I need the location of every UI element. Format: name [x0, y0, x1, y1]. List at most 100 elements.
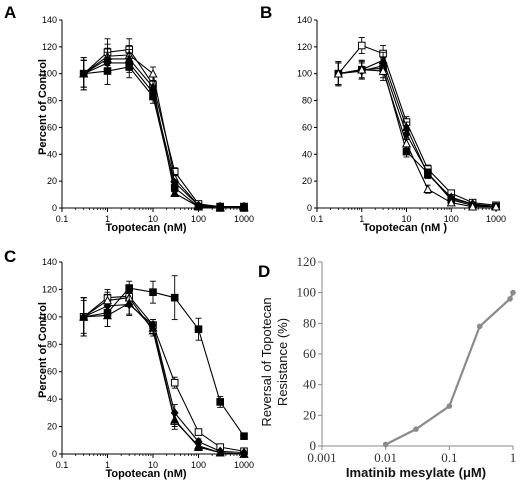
panel-b-x-tick-label: 100 — [444, 214, 459, 224]
panel-c-series-0-line — [83, 287, 245, 437]
panel-b-data-point — [378, 66, 388, 75]
panel-c-x-tick-label: 1 — [105, 460, 110, 470]
panel-b-series-3-line — [338, 67, 497, 208]
panel-c-y-tick-label: 20 — [47, 422, 57, 432]
panel-b-y-tick-label: 40 — [302, 149, 312, 159]
panel-d-y-tick-label: 40 — [303, 377, 316, 392]
panel-b-series-4-line — [338, 69, 496, 208]
panel-c-x-tick-label: 0.1 — [56, 460, 69, 470]
panel-a: A 0 20 40 60 80 100 120 140 0.1 1 10 100 1000 Topote… — [4, 3, 254, 234]
panel-d-x-label: Imatinib mesylate (μM) — [346, 465, 486, 480]
panel-c-series-4-line — [83, 302, 245, 455]
panel-b-series-2-line — [338, 65, 497, 208]
panel-d-data-point — [510, 289, 516, 296]
panel-d-x-tick-label: 0.01 — [374, 450, 397, 465]
panel-c-data-point — [239, 449, 249, 458]
panel-a-x-tick-label: 10 — [148, 214, 158, 224]
panel-c: C 0 20 40 60 80 100 120 140 0.1 1 10 100 1000 Topote… — [4, 247, 254, 480]
panel-d-x-tick-label: 0.1 — [441, 450, 457, 465]
panel-c-data-point — [79, 311, 89, 321]
panel-b-data-point — [446, 197, 456, 207]
panel-b-data-point — [491, 201, 501, 211]
panel-d-data-point — [413, 426, 419, 432]
panel-c-data-point — [149, 288, 157, 296]
panel-b-x-tick-label: 10 — [401, 214, 411, 224]
panel-b-y-tick-label: 80 — [302, 96, 312, 106]
panel-b-data-point — [333, 68, 343, 78]
panel-b-data-point — [357, 41, 366, 50]
panel-b-x-tick-label: 0.1 — [311, 214, 324, 224]
panel-c-data-point — [215, 447, 225, 457]
panel-letter-b: B — [260, 3, 272, 22]
panel-a-y-tick-label: 60 — [47, 122, 57, 132]
panel-b-data-point — [468, 201, 478, 211]
panel-a-y-tick-label: 20 — [47, 176, 57, 186]
panel-b-data-point — [424, 169, 432, 177]
panel-a-data-point — [79, 69, 88, 78]
panel-a-y-tick-label: 120 — [42, 42, 57, 52]
panel-d-data-point — [476, 323, 483, 330]
panel-d-data-point — [382, 441, 389, 448]
panel-c-data-point — [124, 298, 134, 307]
panel-c-y-tick-label: 0 — [52, 449, 57, 459]
panel-a-x-label: Topotecan (nM) — [105, 222, 186, 234]
panel-a-y-tick-label: 140 — [42, 15, 57, 25]
panel-d: D 0 20 40 60 80 100 120 0.001 0.01 0.1 1 Imatinib … — [258, 254, 516, 480]
panel-b-y-tick-label: 60 — [302, 122, 312, 132]
panel-d-y-tick-label: 0 — [310, 438, 317, 453]
panel-a-y-tick-label: 40 — [47, 149, 57, 159]
panel-c-y-tick-label: 40 — [47, 394, 57, 404]
panel-c-y-tick-label: 100 — [42, 312, 57, 322]
panel-c-x-label: Topotecan (nM) — [105, 468, 186, 480]
panel-a-data-point — [170, 188, 180, 198]
panel-a-x-tick-label: 0.1 — [56, 214, 69, 224]
panel-d-x-tick-label: 0.001 — [307, 450, 336, 465]
panel-c-data-point — [240, 432, 248, 440]
panel-b-data-point — [423, 184, 433, 193]
panel-b-data-point — [357, 64, 367, 74]
panel-b-x-label: Topotecan (nM ) — [363, 222, 447, 234]
panel-a-data-point — [240, 202, 248, 211]
panel-c-data-point — [194, 325, 203, 333]
panel-b-x-tick-label: 1000 — [486, 214, 506, 224]
panel-d-y-tick-label: 100 — [297, 285, 317, 300]
panel-a-y-tick-label: 80 — [47, 96, 57, 106]
panel-d-y-tick-label: 80 — [303, 315, 316, 330]
panel-b-data-point — [401, 138, 412, 148]
panel-c-data-point — [102, 295, 113, 305]
panel-a-data-point — [149, 92, 157, 101]
panel-b-y-tick-label: 20 — [302, 176, 312, 186]
panel-c-data-point — [216, 398, 225, 406]
panel-a-data-point — [148, 68, 158, 78]
panel-a-data-point — [194, 202, 203, 211]
panel-d-x-tick-label: 1 — [510, 450, 517, 465]
panel-d-series-line — [385, 292, 514, 446]
panel-c-x-tick-label: 100 — [191, 460, 206, 470]
panel-a-data-point — [216, 202, 225, 211]
panel-b-y-tick-label: 120 — [297, 42, 312, 52]
panel-d-y-tick-label: 60 — [303, 346, 316, 361]
panel-a-y-tick-label: 100 — [42, 69, 57, 79]
panel-c-data-point — [170, 378, 179, 387]
panel-b-y-tick-label: 0 — [307, 203, 312, 213]
panel-b-y-tick-label: 100 — [297, 69, 312, 79]
panel-b-y-tick-label: 140 — [297, 15, 312, 25]
panel-b-series-1-line — [338, 59, 497, 208]
panel-a-y-label: Percent of Control — [37, 59, 49, 155]
panel-c-data-point — [170, 293, 179, 302]
panel-letter-c: C — [4, 247, 16, 266]
panel-c-y-label: Percent of Control — [37, 302, 49, 398]
panel-c-y-tick-label: 120 — [42, 284, 57, 294]
panel-c-y-tick-label: 80 — [47, 339, 57, 349]
panel-letter-a: A — [4, 3, 16, 22]
panel-c-x-tick-label: 1000 — [234, 460, 254, 470]
panel-a-data-point — [170, 184, 179, 192]
panel-a-y-tick-label: 0 — [52, 203, 57, 213]
panel-d-y-label-line1: Reversal of Topotecan — [259, 297, 274, 426]
panel-d-data-point — [507, 296, 513, 302]
panel-letter-d: D — [258, 262, 270, 281]
panel-a-data-point — [103, 67, 112, 75]
panel-c-y-tick-label: 60 — [47, 367, 57, 377]
panel-a-data-point — [125, 63, 134, 71]
